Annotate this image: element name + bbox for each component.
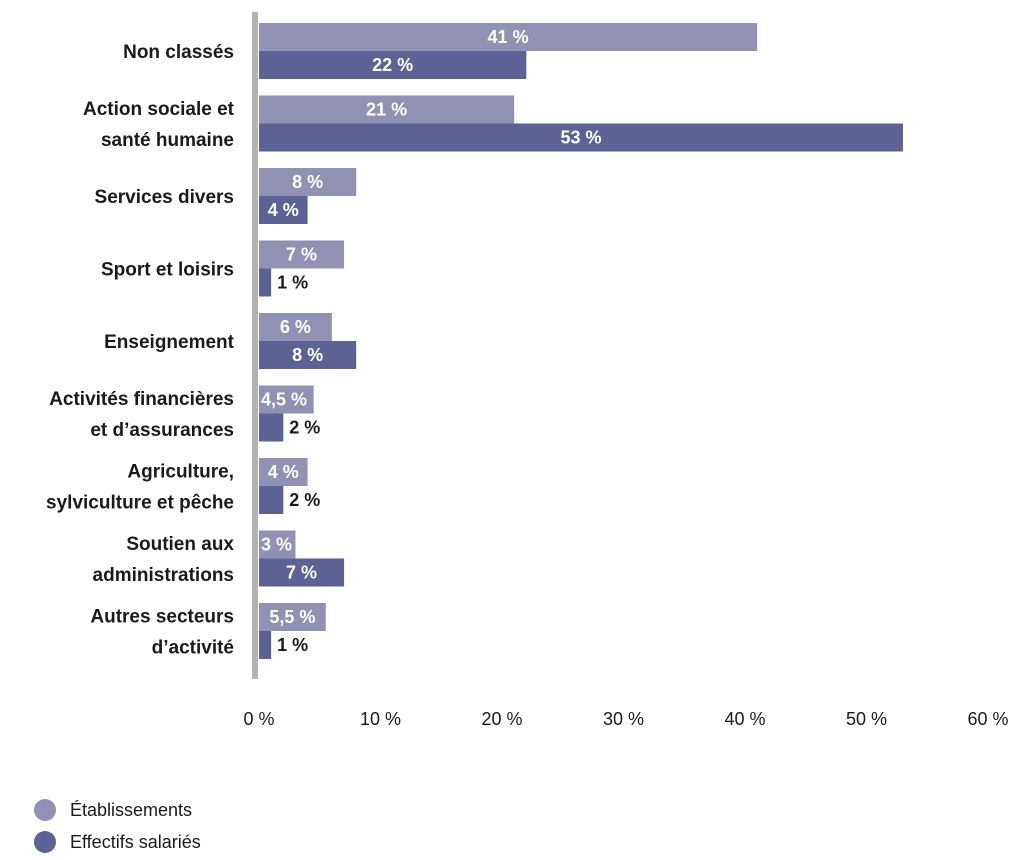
category-label-7-1: administrations	[93, 565, 234, 586]
bar-effectifs-5	[259, 413, 284, 442]
bar-etablissements-3	[259, 240, 345, 269]
category-label-1-0: Action sociale et	[83, 99, 235, 120]
bar-effectifs-1	[259, 123, 903, 152]
x-tick-label-5: 50 %	[846, 709, 887, 729]
category-label-6-1: sylviculture et pêche	[46, 493, 234, 514]
bar-etablissements-5	[259, 385, 314, 414]
bar-effectifs-2	[259, 196, 308, 224]
x-tick-label-1: 10 %	[360, 709, 401, 729]
category-label-5-0: Activités financières	[49, 389, 234, 410]
value-label-etablissements-8: 5,5 %	[269, 607, 315, 627]
bar-effectifs-4	[259, 341, 357, 369]
value-label-effectifs-5: 2 %	[289, 418, 320, 438]
legend-label-1: Effectifs salariés	[70, 832, 201, 852]
category-label-3-0: Sport et loisirs	[101, 260, 234, 281]
bar-etablissements-2	[259, 168, 357, 196]
legend-swatch-1	[34, 831, 56, 853]
value-label-effectifs-4: 8 %	[292, 345, 323, 365]
value-label-effectifs-0: 22 %	[372, 55, 413, 75]
x-tick-label-0: 0 %	[243, 709, 274, 729]
value-label-etablissements-2: 8 %	[292, 172, 323, 192]
value-label-effectifs-8: 1 %	[277, 635, 308, 655]
bar-etablissements-1	[259, 95, 515, 124]
category-label-5-1: et d’assurances	[90, 420, 234, 441]
bar-effectifs-3	[259, 268, 272, 297]
bar-etablissements-6	[259, 458, 308, 486]
value-label-etablissements-0: 41 %	[488, 27, 529, 47]
value-label-effectifs-1: 53 %	[560, 128, 601, 148]
bar-effectifs-6	[259, 486, 284, 514]
bar-etablissements-0	[259, 23, 758, 51]
category-label-1-1: santé humaine	[101, 130, 234, 151]
value-label-effectifs-6: 2 %	[289, 490, 320, 510]
bar-etablissements-7	[259, 530, 296, 559]
category-label-7-0: Soutien aux	[126, 534, 234, 555]
value-label-etablissements-1: 21 %	[366, 100, 407, 120]
legend-swatch-0	[34, 799, 56, 821]
x-tick-label-6: 60 %	[967, 709, 1008, 729]
bar-etablissements-4	[259, 313, 332, 341]
value-label-effectifs-7: 7 %	[286, 563, 317, 583]
y-axis-line	[252, 12, 258, 679]
bar-effectifs-0	[259, 51, 527, 79]
value-label-etablissements-6: 4 %	[268, 462, 299, 482]
value-label-effectifs-3: 1 %	[277, 273, 308, 293]
x-tick-label-3: 30 %	[603, 709, 644, 729]
bar-effectifs-8	[259, 631, 272, 659]
bar-effectifs-7	[259, 558, 345, 587]
category-label-6-0: Agriculture,	[127, 462, 234, 483]
category-label-0-0: Non classés	[123, 42, 234, 63]
bar-etablissements-8	[259, 603, 326, 631]
value-label-etablissements-5: 4,5 %	[261, 390, 307, 410]
x-tick-label-2: 20 %	[481, 709, 522, 729]
value-label-etablissements-4: 6 %	[280, 317, 311, 337]
value-label-effectifs-2: 4 %	[268, 200, 299, 220]
category-label-8-1: d’activité	[152, 638, 234, 659]
category-label-4-0: Enseignement	[104, 332, 235, 353]
value-label-etablissements-7: 3 %	[261, 535, 292, 555]
legend-label-0: Établissements	[70, 800, 192, 820]
value-label-etablissements-3: 7 %	[286, 245, 317, 265]
category-label-2-0: Services divers	[95, 187, 234, 208]
x-tick-label-4: 40 %	[724, 709, 765, 729]
category-label-8-0: Autres secteurs	[90, 607, 234, 628]
